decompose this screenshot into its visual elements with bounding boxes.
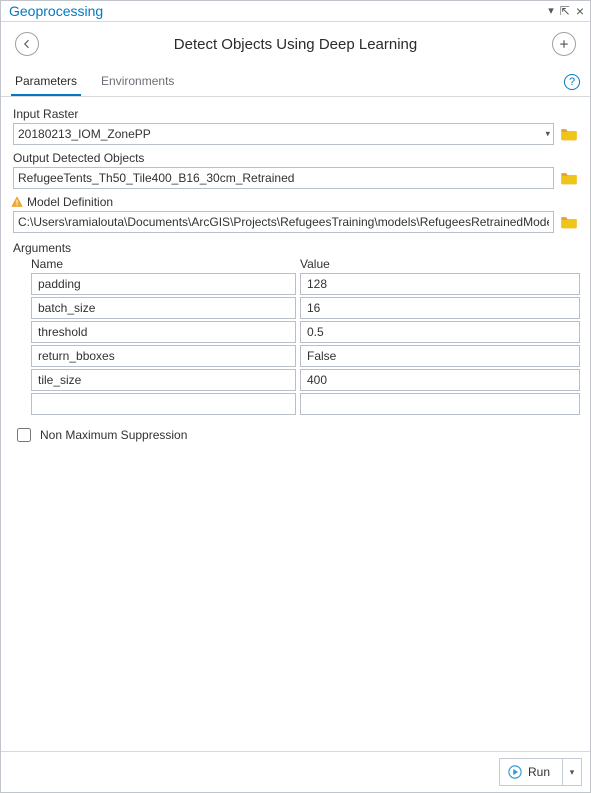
arguments-value-header: Value	[300, 257, 330, 271]
run-split-button[interactable]: ▾	[562, 759, 581, 785]
folder-icon	[560, 127, 578, 141]
folder-icon	[560, 215, 578, 229]
arguments-name-header: Name	[31, 257, 296, 271]
label-input-raster: Input Raster	[13, 107, 580, 121]
argument-row	[31, 393, 580, 415]
browse-model-button[interactable]	[558, 211, 580, 233]
input-raster-field[interactable]	[13, 123, 554, 145]
back-button[interactable]	[15, 32, 39, 56]
argument-value-input[interactable]	[300, 321, 580, 343]
label-model-definition: Model Definition	[11, 195, 580, 209]
help-icon[interactable]: ?	[564, 74, 580, 90]
add-button[interactable]	[552, 32, 576, 56]
folder-icon	[560, 171, 578, 185]
close-icon[interactable]: ×	[576, 4, 584, 18]
play-icon	[508, 765, 522, 779]
pane-title-bar: Geoprocessing ▾ ⇱ ×	[1, 1, 590, 22]
row-input-raster: ▾	[13, 123, 580, 145]
argument-row	[31, 345, 580, 367]
pane-title: Geoprocessing	[9, 3, 103, 19]
dropdown-icon[interactable]: ▾	[548, 6, 554, 17]
parameters-body: Input Raster ▾ Output Detected Objects	[1, 97, 590, 751]
tool-title: Detect Objects Using Deep Learning	[39, 36, 552, 53]
row-output-detected	[13, 167, 580, 189]
run-button-main[interactable]: Run	[500, 759, 562, 785]
argument-name-input[interactable]	[31, 297, 296, 319]
argument-row	[31, 321, 580, 343]
argument-row	[31, 273, 580, 295]
browse-output-button[interactable]	[558, 167, 580, 189]
output-detected-field[interactable]	[13, 167, 554, 189]
argument-row	[31, 297, 580, 319]
tabs-row: Parameters Environments ?	[1, 68, 590, 97]
run-button[interactable]: Run ▾	[499, 758, 582, 786]
arguments-section: Arguments Name Value	[13, 241, 580, 415]
argument-value-input[interactable]	[300, 345, 580, 367]
nms-row: Non Maximum Suppression	[13, 425, 580, 445]
row-model-definition	[13, 211, 580, 233]
argument-value-input[interactable]	[300, 273, 580, 295]
argument-name-input[interactable]	[31, 393, 296, 415]
argument-name-input[interactable]	[31, 321, 296, 343]
label-output-detected: Output Detected Objects	[13, 151, 580, 165]
browse-input-raster-button[interactable]	[558, 123, 580, 145]
arguments-table	[13, 273, 580, 415]
argument-name-input[interactable]	[31, 369, 296, 391]
pane-window-buttons: ▾ ⇱ ×	[548, 4, 584, 18]
nms-label[interactable]: Non Maximum Suppression	[40, 428, 187, 442]
tab-parameters[interactable]: Parameters	[11, 68, 81, 96]
argument-value-input[interactable]	[300, 297, 580, 319]
warning-icon	[11, 196, 23, 208]
tool-header: Detect Objects Using Deep Learning	[1, 22, 590, 68]
label-model-definition-text: Model Definition	[27, 195, 113, 209]
tab-environments[interactable]: Environments	[97, 68, 178, 96]
argument-row	[31, 369, 580, 391]
label-arguments: Arguments	[13, 241, 580, 255]
argument-name-input[interactable]	[31, 345, 296, 367]
arguments-header: Name Value	[13, 257, 580, 271]
argument-name-input[interactable]	[31, 273, 296, 295]
pin-icon[interactable]: ⇱	[560, 5, 570, 17]
model-definition-field[interactable]	[13, 211, 554, 233]
argument-value-input[interactable]	[300, 369, 580, 391]
nms-checkbox[interactable]	[17, 428, 31, 442]
footer: Run ▾	[1, 751, 590, 792]
argument-value-input[interactable]	[300, 393, 580, 415]
run-label: Run	[528, 765, 550, 779]
geoprocessing-pane: Geoprocessing ▾ ⇱ × Detect Objects Using…	[0, 0, 591, 793]
